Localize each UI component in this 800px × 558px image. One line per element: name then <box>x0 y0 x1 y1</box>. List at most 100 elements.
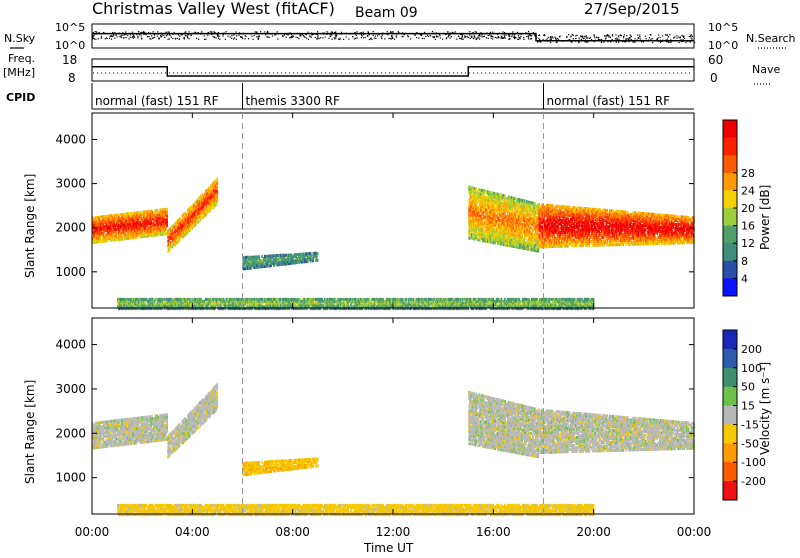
noise-point <box>505 35 506 36</box>
noise-point <box>459 38 460 39</box>
noise-point <box>320 37 321 38</box>
noise-point <box>623 37 624 38</box>
noise-point <box>255 31 256 32</box>
noise-point <box>205 39 206 40</box>
freq-tick-left-bottom: 8 <box>68 71 76 85</box>
noise-point <box>692 36 693 37</box>
noise-point <box>461 39 462 40</box>
noise-point <box>317 38 318 39</box>
noise-point <box>328 38 329 39</box>
noise-point <box>509 35 510 36</box>
cpid-mode-label: themis 3300 RF <box>246 94 340 108</box>
power-cell <box>190 228 192 231</box>
power-cell <box>147 210 149 213</box>
cpid-mode-label: normal (fast) 151 RF <box>547 94 671 108</box>
power-cell <box>210 206 212 209</box>
power-cell <box>317 252 319 255</box>
noise-point <box>322 37 323 38</box>
noise-point <box>259 35 260 36</box>
noise-point <box>582 36 583 37</box>
noise-point <box>121 37 122 38</box>
power-cell <box>187 298 189 301</box>
power-cell <box>206 189 208 192</box>
noise-point <box>311 34 312 35</box>
noise-point <box>288 34 289 35</box>
noise-point <box>309 35 310 36</box>
noise-point <box>488 38 489 39</box>
noise-point <box>449 35 450 36</box>
noise-point <box>551 37 552 38</box>
noise-point <box>515 37 516 38</box>
noise-point <box>196 38 197 39</box>
noise-point <box>141 38 142 39</box>
noise-point <box>634 42 635 43</box>
noise-point <box>341 32 342 33</box>
noise-point <box>175 38 176 39</box>
noise-point <box>633 42 634 43</box>
noise-point <box>421 35 422 36</box>
power-cell <box>549 298 551 301</box>
noise-point <box>616 38 617 39</box>
noise-point <box>163 35 164 36</box>
power-cell <box>170 241 172 244</box>
noise-point <box>674 36 675 37</box>
power-cell <box>116 232 118 235</box>
noise-point <box>204 39 205 40</box>
noise-point <box>489 34 490 35</box>
noise-point <box>579 38 580 39</box>
noise-point <box>519 38 520 39</box>
noise-point <box>649 37 650 38</box>
noise-point <box>187 34 188 35</box>
noise-point <box>187 36 188 37</box>
noise-point <box>190 34 191 35</box>
noise-point <box>230 37 231 38</box>
noise-point <box>630 34 631 35</box>
noise-point <box>638 37 639 38</box>
power-cell <box>277 298 279 301</box>
power-cell <box>273 254 275 257</box>
noise-point <box>518 35 519 36</box>
noise-point <box>167 39 168 40</box>
power-cell <box>431 298 433 301</box>
noise-point <box>95 31 96 32</box>
noise-point <box>211 31 212 32</box>
noise-point <box>160 35 161 36</box>
noise-point <box>596 37 597 38</box>
noise-point <box>336 35 337 36</box>
noise-point <box>172 38 173 39</box>
noise-point <box>624 34 625 35</box>
noise-point <box>251 36 252 37</box>
noise-point <box>492 36 493 37</box>
noise-point <box>304 37 305 38</box>
noise-point <box>185 35 186 36</box>
noise-point <box>166 32 167 33</box>
noise-point <box>335 36 336 37</box>
power-cell <box>202 193 204 196</box>
noise-point <box>105 38 106 39</box>
nsearch-label: N.Search <box>746 32 796 45</box>
power-cell <box>520 300 522 303</box>
noise-point <box>606 35 607 36</box>
noise-point <box>217 34 218 35</box>
power-cell <box>433 298 435 301</box>
noise-point <box>479 39 480 40</box>
noise-point <box>231 38 232 39</box>
power-cell <box>166 208 168 211</box>
noise-point <box>157 31 158 32</box>
noise-point <box>282 35 283 36</box>
noise-point <box>123 37 124 38</box>
noise-point <box>433 37 434 38</box>
power-cell <box>406 298 408 301</box>
noise-point <box>475 31 476 32</box>
noise-point <box>668 36 669 37</box>
noise-point <box>608 35 609 36</box>
noise-point <box>178 34 179 35</box>
noise-point <box>272 35 273 36</box>
noise-point <box>480 36 481 37</box>
noise-point <box>384 38 385 39</box>
noise-point <box>253 39 254 40</box>
noise-point <box>382 35 383 36</box>
noise-point <box>540 42 541 43</box>
noise-point <box>605 38 606 39</box>
